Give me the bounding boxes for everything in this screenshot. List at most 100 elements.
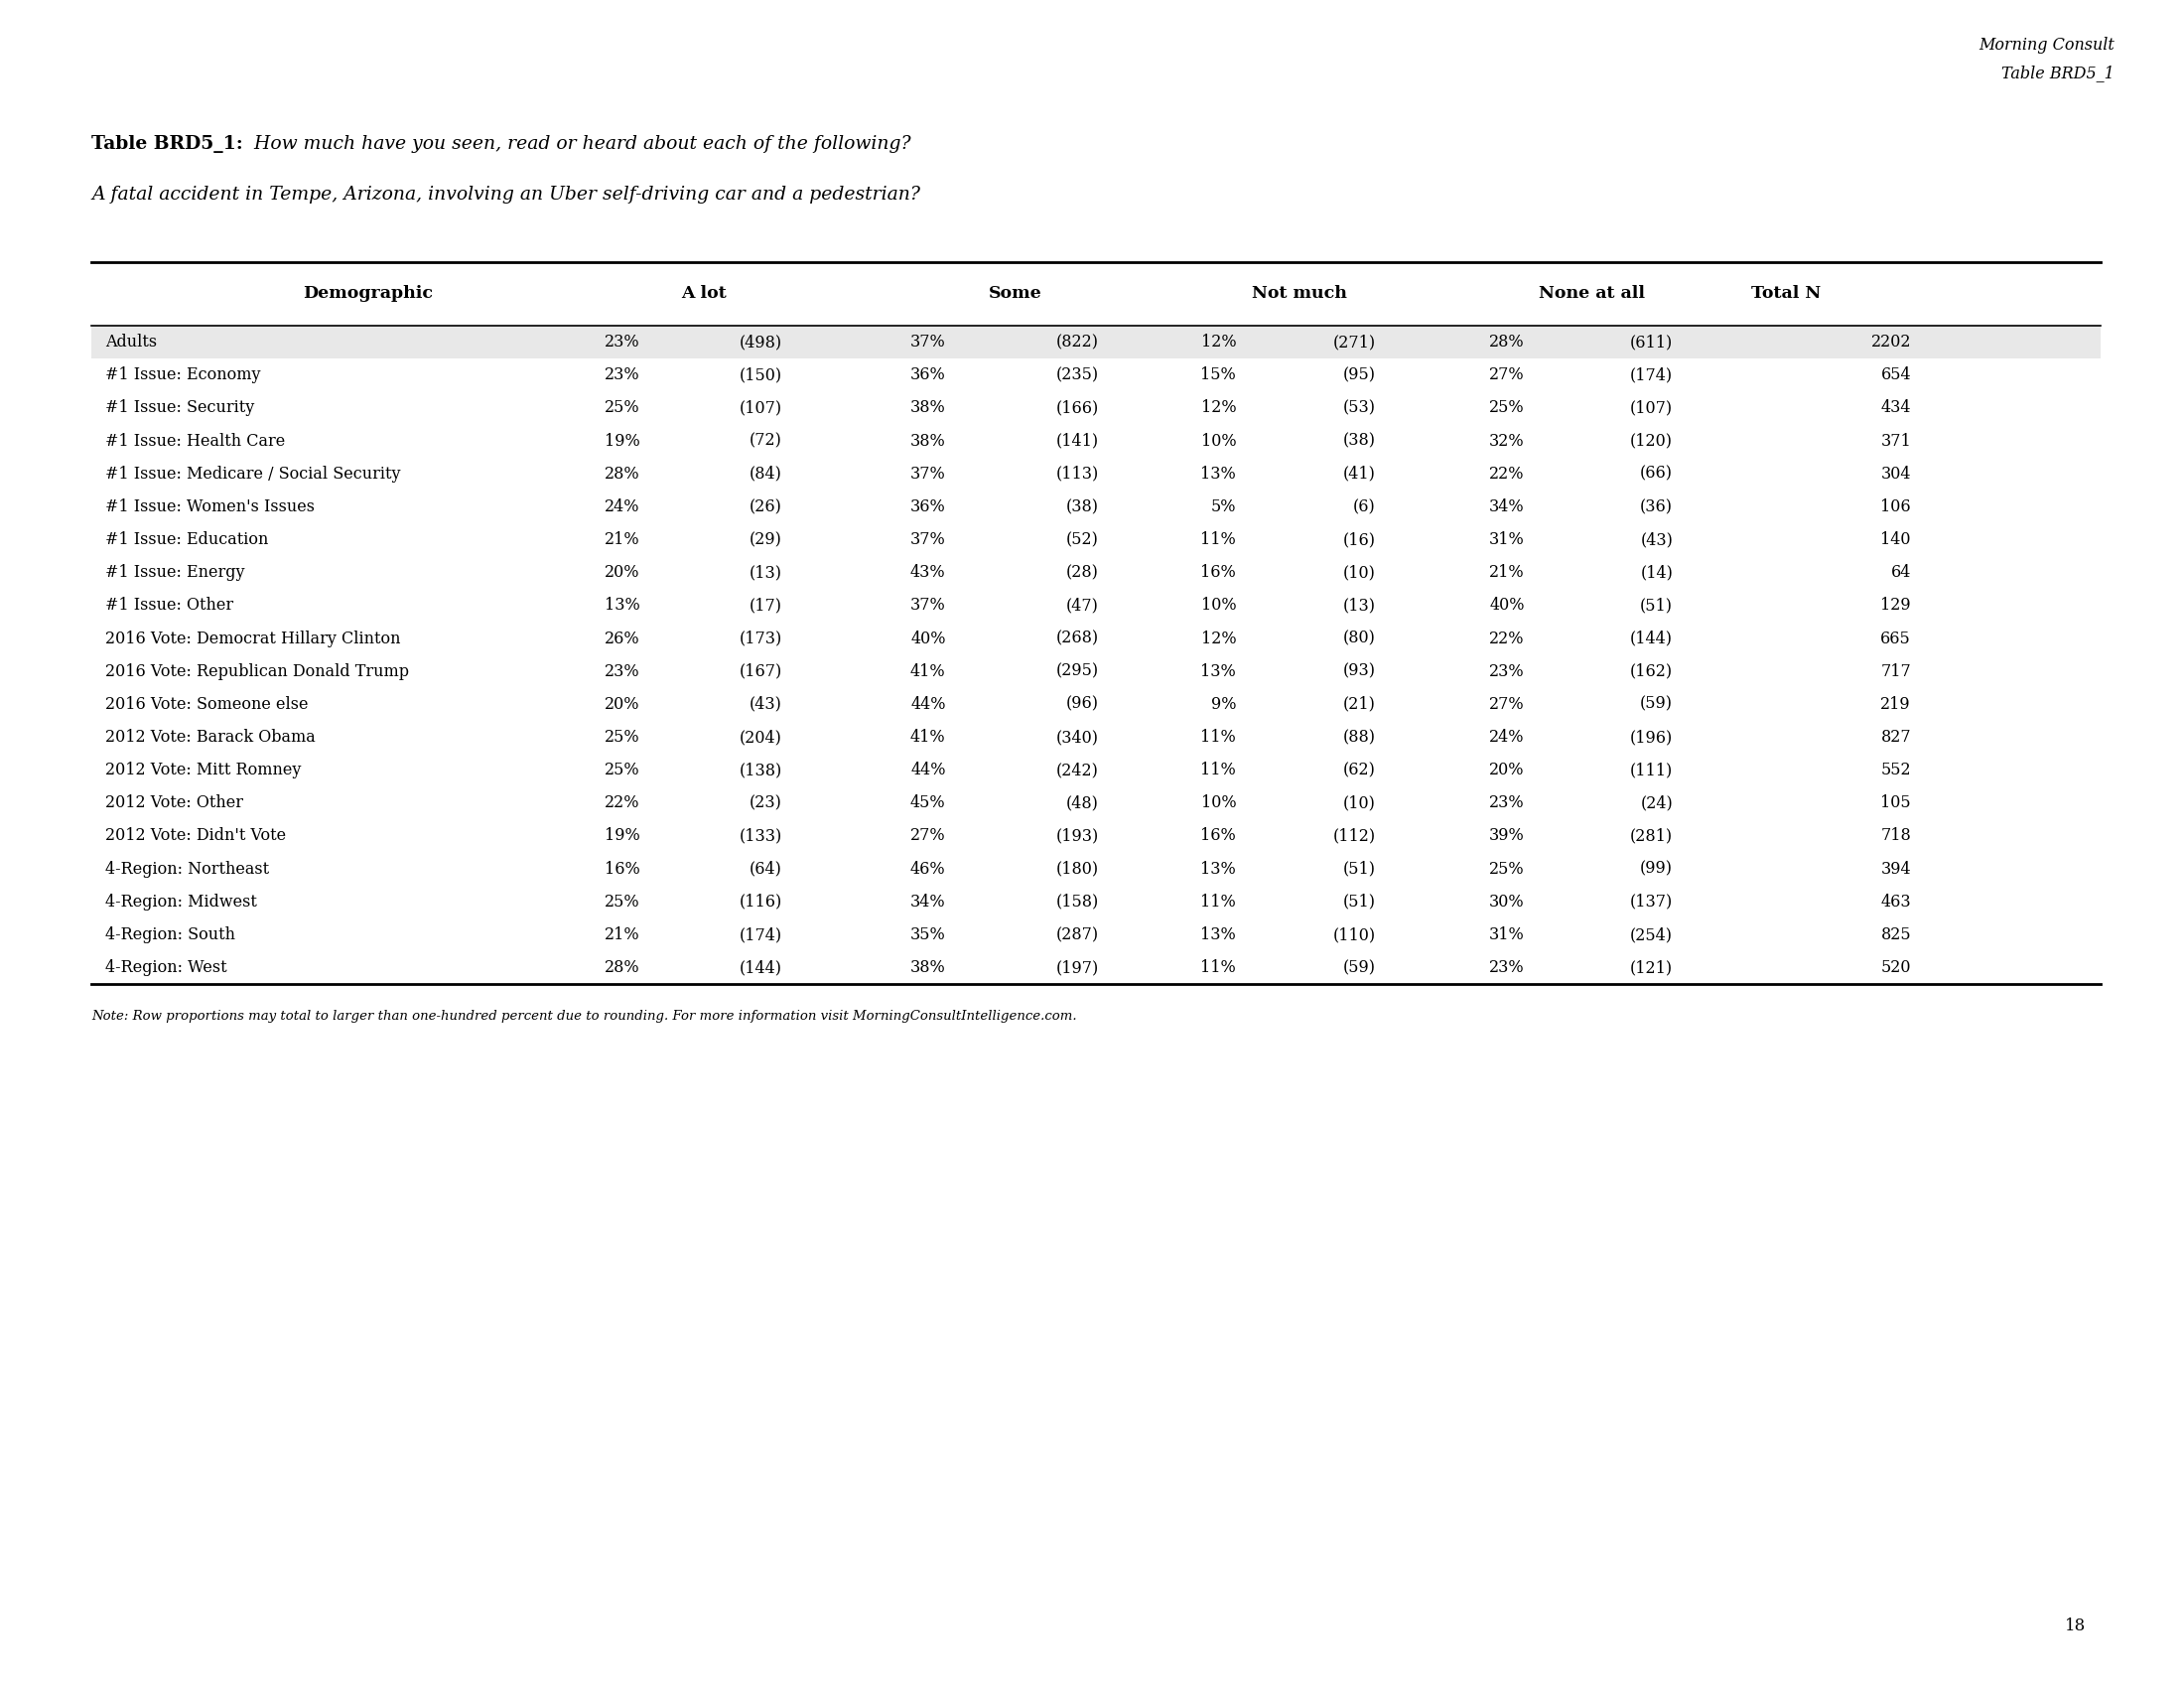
Text: 25%: 25%	[1489, 861, 1524, 878]
Text: 46%: 46%	[911, 861, 946, 878]
Text: 44%: 44%	[911, 695, 946, 712]
Text: 718: 718	[1880, 827, 1911, 844]
Text: (166): (166)	[1055, 400, 1099, 417]
Text: (611): (611)	[1629, 334, 1673, 351]
Text: (150): (150)	[738, 366, 782, 383]
Text: 13%: 13%	[1201, 466, 1236, 483]
Text: Not much: Not much	[1251, 285, 1348, 302]
Text: (43): (43)	[749, 695, 782, 712]
Text: 825: 825	[1880, 927, 1911, 944]
Text: 12%: 12%	[1201, 334, 1236, 351]
Text: 40%: 40%	[1489, 598, 1524, 614]
Text: 20%: 20%	[1489, 761, 1524, 778]
Text: 31%: 31%	[1489, 927, 1524, 944]
Text: 23%: 23%	[605, 663, 640, 680]
Text: (21): (21)	[1343, 695, 1376, 712]
Text: 140: 140	[1880, 532, 1911, 549]
Text: (6): (6)	[1354, 498, 1376, 515]
Text: Note: Row proportions may total to larger than one-hundred percent due to roundi: Note: Row proportions may total to large…	[92, 1009, 1077, 1023]
Text: 35%: 35%	[911, 927, 946, 944]
Text: (59): (59)	[1343, 959, 1376, 976]
Text: 23%: 23%	[1489, 663, 1524, 680]
Text: (162): (162)	[1629, 663, 1673, 680]
Text: 21%: 21%	[605, 532, 640, 549]
Text: 39%: 39%	[1489, 827, 1524, 844]
Text: 11%: 11%	[1201, 893, 1236, 910]
Text: 21%: 21%	[605, 927, 640, 944]
Text: (340): (340)	[1055, 729, 1099, 746]
Text: 16%: 16%	[1201, 564, 1236, 581]
Text: 20%: 20%	[605, 695, 640, 712]
Text: 394: 394	[1880, 861, 1911, 878]
Text: 38%: 38%	[911, 400, 946, 417]
Text: 371: 371	[1880, 432, 1911, 449]
Text: 26%: 26%	[605, 630, 640, 647]
Text: 10%: 10%	[1201, 795, 1236, 812]
Text: Adults: Adults	[105, 334, 157, 351]
Text: (121): (121)	[1629, 959, 1673, 976]
Text: 827: 827	[1880, 729, 1911, 746]
Text: 2012 Vote: Didn't Vote: 2012 Vote: Didn't Vote	[105, 827, 286, 844]
Text: (41): (41)	[1343, 466, 1376, 483]
Text: 4-Region: South: 4-Region: South	[105, 927, 236, 944]
Text: (196): (196)	[1629, 729, 1673, 746]
Text: (204): (204)	[740, 729, 782, 746]
Text: 32%: 32%	[1489, 432, 1524, 449]
Text: 24%: 24%	[1489, 729, 1524, 746]
Text: (141): (141)	[1055, 432, 1099, 449]
Text: 30%: 30%	[1489, 893, 1524, 910]
Text: (110): (110)	[1332, 927, 1376, 944]
Text: (52): (52)	[1066, 532, 1099, 549]
Text: 13%: 13%	[1201, 663, 1236, 680]
Text: 64: 64	[1891, 564, 1911, 581]
Text: 25%: 25%	[605, 400, 640, 417]
Text: None at all: None at all	[1540, 285, 1645, 302]
Text: (167): (167)	[738, 663, 782, 680]
Text: 28%: 28%	[605, 959, 640, 976]
Text: (66): (66)	[1640, 466, 1673, 483]
Text: 11%: 11%	[1201, 532, 1236, 549]
Text: 552: 552	[1880, 761, 1911, 778]
Text: 34%: 34%	[911, 893, 946, 910]
Text: 36%: 36%	[911, 498, 946, 515]
Text: 23%: 23%	[1489, 795, 1524, 812]
Text: (53): (53)	[1343, 400, 1376, 417]
Text: 9%: 9%	[1210, 695, 1236, 712]
Text: 27%: 27%	[1489, 695, 1524, 712]
Text: (107): (107)	[738, 400, 782, 417]
Text: (24): (24)	[1640, 795, 1673, 812]
Text: 2012 Vote: Barack Obama: 2012 Vote: Barack Obama	[105, 729, 314, 746]
Text: 16%: 16%	[605, 861, 640, 878]
Text: 20%: 20%	[605, 564, 640, 581]
Text: 45%: 45%	[911, 795, 946, 812]
Text: (133): (133)	[738, 827, 782, 844]
Text: (99): (99)	[1640, 861, 1673, 878]
Text: (254): (254)	[1629, 927, 1673, 944]
Text: (10): (10)	[1343, 564, 1376, 581]
Text: A lot: A lot	[681, 285, 727, 302]
Text: 22%: 22%	[1489, 466, 1524, 483]
Text: 13%: 13%	[605, 598, 640, 614]
Text: (43): (43)	[1640, 532, 1673, 549]
Text: 24%: 24%	[605, 498, 640, 515]
Text: 13%: 13%	[1201, 861, 1236, 878]
Text: 28%: 28%	[1489, 334, 1524, 351]
Text: 717: 717	[1880, 663, 1911, 680]
Text: #1 Issue: Women's Issues: #1 Issue: Women's Issues	[105, 498, 314, 515]
Text: 22%: 22%	[1489, 630, 1524, 647]
Text: 38%: 38%	[911, 432, 946, 449]
Text: 37%: 37%	[911, 532, 946, 549]
Text: 16%: 16%	[1201, 827, 1236, 844]
Text: 25%: 25%	[605, 729, 640, 746]
Text: Some: Some	[989, 285, 1042, 302]
Bar	[92, 326, 2101, 360]
Text: 37%: 37%	[911, 598, 946, 614]
Text: 11%: 11%	[1201, 729, 1236, 746]
Text: 654: 654	[1880, 366, 1911, 383]
Text: (271): (271)	[1332, 334, 1376, 351]
Text: 27%: 27%	[911, 827, 946, 844]
Text: 2202: 2202	[1872, 334, 1911, 351]
Text: #1 Issue: Medicare / Social Security: #1 Issue: Medicare / Social Security	[105, 466, 400, 483]
Text: 37%: 37%	[911, 466, 946, 483]
Text: (84): (84)	[749, 466, 782, 483]
